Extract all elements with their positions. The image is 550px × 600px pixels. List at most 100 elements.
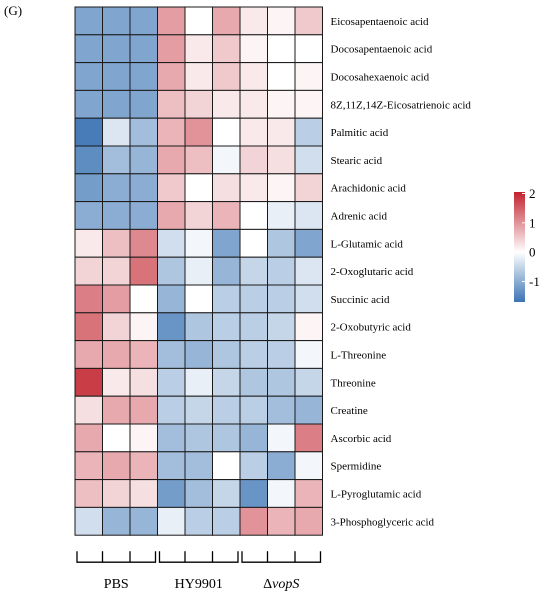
- heatmap-cell: [267, 479, 296, 508]
- heatmap-cell: [239, 312, 268, 342]
- heatmap-cell: [184, 312, 213, 342]
- heatmap-cell: [102, 34, 131, 64]
- heatmap-cell: [157, 145, 186, 175]
- heatmap-cell: [184, 451, 213, 481]
- heatmap-cell: [212, 451, 241, 481]
- heatmap-cell: [294, 340, 323, 369]
- heatmap-cell: [74, 423, 103, 453]
- heatmap-cell: [102, 201, 131, 230]
- heatmap-cell: [74, 62, 103, 91]
- heatmap-cell: [239, 340, 268, 369]
- heatmap-cell: [74, 173, 103, 203]
- heatmap-cell: [157, 34, 186, 64]
- heatmap-cell: [267, 173, 296, 203]
- heatmap-cell: [184, 34, 213, 64]
- heatmap-cell: [157, 89, 186, 119]
- group-bracket: [241, 551, 322, 563]
- heatmap-cell: [157, 284, 186, 314]
- heatmap-cell: [157, 423, 186, 453]
- heatmap-cell: [239, 145, 268, 175]
- heatmap-cell: [267, 89, 296, 119]
- heatmap-cell: [74, 6, 103, 36]
- heatmap-cell: [129, 312, 158, 342]
- heatmap-cell: [212, 256, 241, 286]
- heatmap-cell: [212, 145, 241, 175]
- heatmap-cell: [129, 228, 158, 258]
- heatmap-cell: [74, 201, 103, 230]
- heatmap-cell: [294, 228, 323, 258]
- heatmap-cell: [102, 6, 131, 36]
- heatmap-cell: [294, 312, 323, 342]
- heatmap-cell: [157, 340, 186, 369]
- heatmap-cell: [184, 479, 213, 508]
- heatmap-cell: [157, 117, 186, 147]
- heatmap-cell: [184, 228, 213, 258]
- heatmap-cell: [74, 256, 103, 286]
- heatmap-cell: [157, 201, 186, 230]
- heatmap-cell: [184, 145, 213, 175]
- heatmap-cell: [239, 117, 268, 147]
- heatmap-cell: [74, 451, 103, 481]
- heatmap-cell: [157, 228, 186, 258]
- heatmap-cell: [74, 312, 103, 342]
- row-label: Spermidine: [331, 461, 382, 473]
- heatmap-cell: [184, 117, 213, 147]
- heatmap-cell: [212, 34, 241, 64]
- row-label: L-Threonine: [331, 350, 387, 362]
- group-bracket: [76, 551, 157, 563]
- heatmap-cell: [294, 201, 323, 230]
- group-label: ΔvopS: [263, 577, 299, 592]
- heatmap-cell: [129, 395, 158, 425]
- heatmap-cell: [267, 6, 296, 36]
- heatmap-cell: [212, 312, 241, 342]
- heatmap-cell: [102, 395, 131, 425]
- heatmap-cell: [184, 506, 213, 536]
- heatmap-cell: [212, 62, 241, 91]
- group-labels: PBS HY9901 ΔvopS: [76, 551, 322, 592]
- heatmap-cell: [129, 201, 158, 230]
- heatmap-cell: [239, 506, 268, 536]
- heatmap-cell: [239, 367, 268, 397]
- heatmap-cell: [212, 6, 241, 36]
- row-label: Ascorbic acid: [331, 433, 392, 445]
- heatmap-cell: [239, 6, 268, 36]
- heatmap-cell: [294, 423, 323, 453]
- heatmap-cell: [74, 284, 103, 314]
- heatmap-cell: [239, 89, 268, 119]
- heatmap-cell: [212, 340, 241, 369]
- heatmap-cell: [294, 506, 323, 536]
- heatmap-cell: [267, 228, 296, 258]
- heatmap-cell: [74, 506, 103, 536]
- heatmap-cell: [294, 479, 323, 508]
- heatmap-cell: [102, 89, 131, 119]
- heatmap-cell: [129, 423, 158, 453]
- heatmap-cell: [212, 173, 241, 203]
- heatmap-cell: [102, 256, 131, 286]
- heatmap-cell: [102, 173, 131, 203]
- heatmap-cell: [212, 117, 241, 147]
- heatmap-cell: [239, 451, 268, 481]
- heatmap-cell: [129, 89, 158, 119]
- row-label: 3-Phosphoglyceric acid: [331, 516, 435, 528]
- heatmap-cell: [129, 284, 158, 314]
- row-label: Succinic acid: [331, 294, 390, 306]
- row-label: Arachidonic acid: [331, 183, 407, 195]
- heatmap-cell: [184, 6, 213, 36]
- heatmap-cell: [74, 395, 103, 425]
- heatmap-cell: [102, 340, 131, 369]
- group-label: PBS: [104, 577, 129, 592]
- heatmap-cell: [184, 256, 213, 286]
- heatmap-cell: [294, 284, 323, 314]
- heatmap-cell: [184, 89, 213, 119]
- heatmap-cell: [212, 395, 241, 425]
- heatmap-cell: [294, 6, 323, 36]
- row-label: 2-Oxobutyric acid: [331, 322, 412, 334]
- group-bracket: [158, 551, 239, 563]
- heatmap-cell: [129, 256, 158, 286]
- heatmap-cell: [267, 451, 296, 481]
- heatmap-cell: [267, 201, 296, 230]
- heatmap-cells: [74, 6, 323, 536]
- heatmap-cell: [129, 34, 158, 64]
